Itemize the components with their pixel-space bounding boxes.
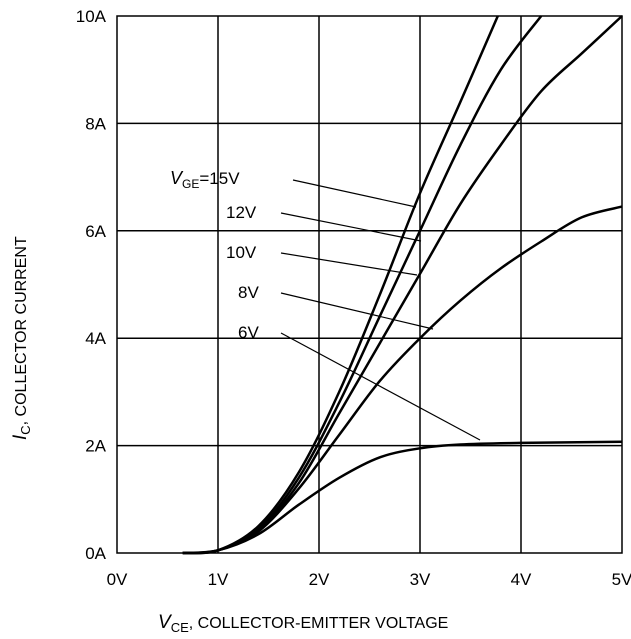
curve-vge-12v (182, 15, 543, 555)
leader-line-0 (292, 179, 417, 208)
x-tick-label: 3V (410, 570, 431, 589)
y-tick-label: 8A (85, 114, 106, 133)
x-tick-label: 4V (511, 570, 532, 589)
x-tick-label: 5V (612, 570, 631, 589)
curves (182, 15, 623, 555)
y-tick-label: 6A (85, 222, 106, 241)
plot-frame (116, 15, 623, 554)
curve-vge-15v (182, 15, 499, 555)
y-tick-label: 2A (85, 437, 106, 456)
curve-vge-8v (182, 205, 623, 555)
label-6v: 6V (238, 323, 259, 342)
label-10v: 10V (226, 243, 257, 262)
x-axis-title: VCE, COLLECTOR-EMITTER VOLTAGE (158, 612, 448, 635)
leader-line-2 (280, 252, 418, 276)
label-12v: 12V (226, 203, 257, 222)
x-tick-label: 0V (107, 570, 128, 589)
x-tick-labels: 0V 1V 2V 3V 4V 5V (107, 570, 631, 589)
y-tick-label: 4A (85, 329, 106, 348)
leader-lines (280, 179, 481, 441)
label-8v: 8V (238, 283, 259, 302)
vge-label: VGE=15V (170, 168, 240, 191)
y-tick-label: 10A (76, 7, 107, 26)
y-tick-label: 0A (85, 544, 106, 563)
leader-line-4 (280, 332, 481, 441)
x-tick-label: 2V (309, 570, 330, 589)
y-axis-title: IC, COLLECTOR CURRENT (10, 236, 33, 440)
curve-vge-6v (182, 440, 623, 555)
leader-line-3 (280, 292, 434, 330)
y-tick-labels: 0A 2A 4A 6A 8A 10A (76, 7, 107, 563)
grid-lines (117, 16, 622, 553)
leader-line-1 (280, 212, 422, 242)
x-tick-label: 1V (208, 570, 229, 589)
